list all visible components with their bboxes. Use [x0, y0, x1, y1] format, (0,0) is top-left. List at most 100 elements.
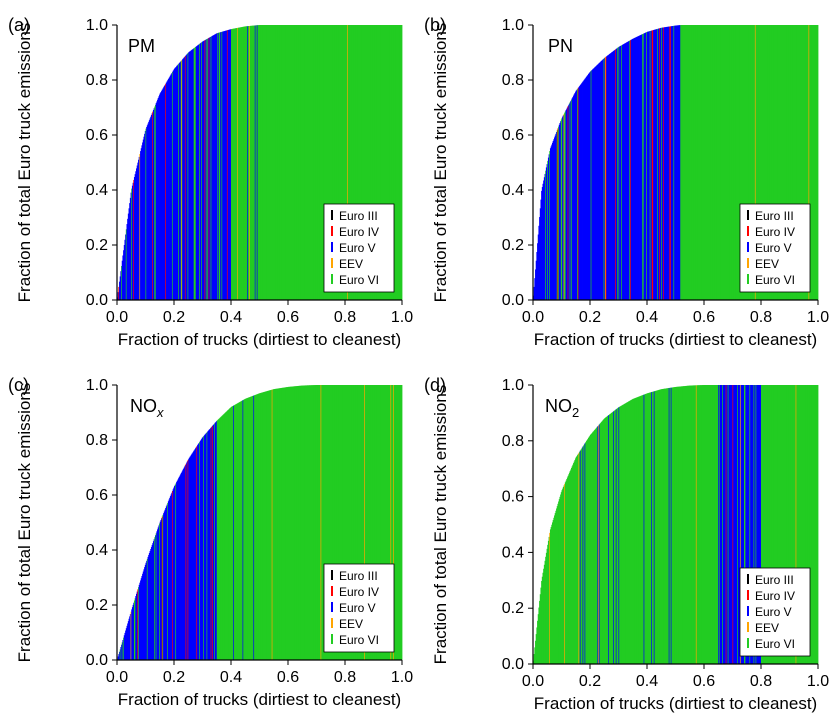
bar: [790, 25, 792, 300]
bar: [554, 137, 556, 300]
bar: [789, 25, 791, 300]
bar: [791, 25, 793, 300]
bar: [269, 25, 271, 300]
bar: [390, 25, 392, 300]
bar: [385, 385, 387, 660]
bar: [222, 415, 224, 660]
bar: [184, 56, 186, 300]
bar: [186, 53, 188, 301]
bar: [733, 385, 735, 664]
bar: [715, 25, 717, 300]
bar: [728, 385, 730, 664]
bar: [689, 385, 691, 664]
bar: [741, 25, 743, 300]
bar: [760, 385, 762, 664]
panel-label: (a): [8, 15, 30, 35]
bar: [118, 654, 120, 660]
bar: [235, 404, 237, 660]
bar: [135, 596, 137, 660]
x-tick-label: 0.8: [334, 309, 356, 326]
bar: [151, 113, 153, 300]
bar: [594, 67, 596, 301]
bar: [347, 25, 349, 300]
bar: [260, 392, 262, 660]
bar: [354, 25, 356, 300]
bar: [323, 25, 325, 300]
bar: [276, 388, 278, 660]
bar: [533, 654, 535, 664]
bar: [306, 385, 308, 660]
bar: [559, 123, 561, 300]
bar: [788, 25, 790, 300]
bar: [199, 440, 201, 660]
bar: [716, 385, 718, 664]
bar: [338, 25, 340, 300]
bar: [315, 25, 317, 300]
bar: [746, 25, 748, 300]
bar: [814, 385, 816, 664]
bar: [754, 25, 756, 300]
bar: [733, 25, 735, 300]
bar: [735, 25, 737, 300]
bar: [370, 25, 372, 300]
bar: [226, 410, 229, 660]
y-tick-label: 0.2: [502, 600, 524, 617]
bar: [152, 541, 155, 660]
bar: [265, 25, 267, 300]
bar: [332, 25, 334, 300]
bar: [671, 26, 673, 300]
bar: [395, 385, 397, 660]
bar: [357, 385, 359, 660]
bar: [217, 32, 219, 301]
bar: [241, 400, 243, 660]
bar: [316, 25, 318, 300]
bar: [753, 385, 755, 664]
bar: [208, 37, 210, 301]
bar: [566, 477, 569, 664]
bar: [236, 403, 238, 660]
bar: [744, 25, 746, 300]
bar: [581, 82, 583, 300]
bar: [623, 403, 626, 664]
bar: [573, 461, 575, 664]
bar: [373, 385, 375, 660]
bar: [389, 385, 391, 660]
bar: [729, 25, 731, 300]
x-tick-label: 1.0: [391, 309, 413, 326]
panel-title: PN: [548, 36, 573, 56]
bar: [258, 25, 260, 301]
bar: [277, 388, 279, 660]
bar: [570, 469, 572, 664]
bar: [647, 393, 649, 664]
bar: [353, 25, 355, 300]
bar: [809, 385, 811, 664]
bar: [199, 43, 201, 300]
y-tick-label: 1.0: [502, 17, 524, 34]
bar: [543, 564, 545, 664]
bar: [393, 385, 395, 660]
bar: [287, 25, 289, 300]
bar: [150, 547, 153, 660]
bar: [685, 385, 687, 664]
bar: [391, 25, 393, 300]
bar: [778, 385, 780, 664]
bar: [550, 146, 552, 300]
bar: [813, 385, 815, 664]
bar: [638, 35, 640, 300]
bars: [117, 25, 403, 301]
bar: [193, 48, 195, 300]
bar: [630, 39, 632, 300]
bar: [750, 25, 752, 300]
bar: [311, 385, 313, 660]
bar: [219, 32, 221, 301]
bar: [693, 385, 695, 664]
bar: [771, 385, 773, 664]
bar: [681, 386, 683, 664]
bar: [247, 26, 250, 301]
bar: [330, 25, 332, 300]
bar: [553, 517, 555, 664]
bar: [239, 27, 241, 301]
bar: [185, 55, 187, 300]
y-axis-label: Fraction of total Euro truck emissions: [15, 23, 34, 303]
